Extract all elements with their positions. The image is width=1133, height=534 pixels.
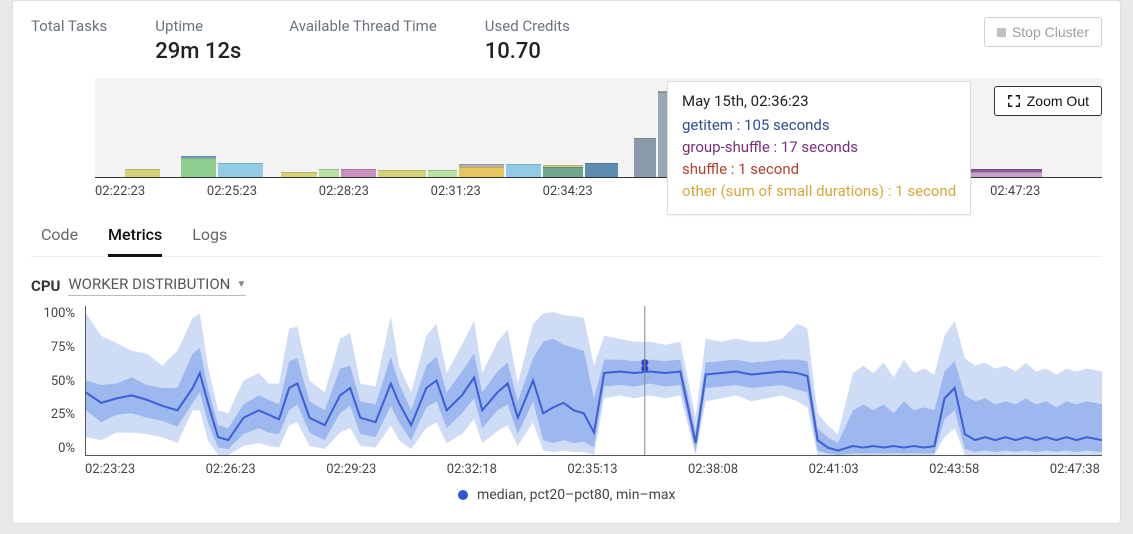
task-bar[interactable] <box>281 172 316 177</box>
section-title-strong: CPU <box>31 277 60 295</box>
chevron-down-icon: ▼ <box>236 279 246 290</box>
xtick-label: 02:26:23 <box>206 462 256 477</box>
stat-value: 10.70 <box>485 39 570 64</box>
task-chart-container: 02:22:2302:25:2302:28:2302:31:2302:34:23… <box>95 78 1102 199</box>
stat-label: Available Thread Time <box>289 17 437 35</box>
stat-total-tasks: Total Tasks <box>31 17 107 39</box>
xtick-label: 02:35:13 <box>567 462 617 477</box>
zoom-out-button[interactable]: Zoom Out <box>994 86 1102 116</box>
tab-logs[interactable]: Logs <box>192 217 227 256</box>
stat-credits: Used Credits 10.70 <box>485 17 570 64</box>
cpu-line-chart[interactable] <box>85 306 1102 456</box>
xtick-label: 02:38:08 <box>688 462 738 477</box>
task-bar[interactable] <box>585 163 617 177</box>
xtick-label: 02:22:23 <box>95 184 207 199</box>
xtick-label: 02:34:23 <box>543 184 655 199</box>
xtick-label: 02:23:23 <box>85 462 135 477</box>
stop-icon <box>997 28 1006 37</box>
task-bar[interactable] <box>181 156 216 177</box>
task-bar[interactable] <box>378 170 426 177</box>
cpu-chart-container: 100% 75% 50% 25% 0% <box>31 306 1102 456</box>
xtick-label: 02:47:38 <box>1050 462 1100 477</box>
button-label: Zoom Out <box>1027 93 1089 109</box>
xtick-label: 02:31:23 <box>431 184 543 199</box>
tab-bar: Code Metrics Logs <box>31 217 1102 257</box>
ytick-label: 0% <box>31 441 75 456</box>
stat-label: Total Tasks <box>31 17 107 35</box>
select-label: WORKER DISTRIBUTION <box>68 275 230 293</box>
tooltip-row: group-shuffle : 17 seconds <box>682 138 956 156</box>
stats-bar: Total Tasks Uptime 29m 12s Available Thr… <box>31 17 1102 64</box>
tooltip-title: May 15th, 02:36:23 <box>682 92 956 110</box>
cpu-legend: median, pct20–pct80, min–max <box>31 487 1102 503</box>
stop-cluster-button[interactable]: Stop Cluster <box>984 17 1102 47</box>
stat-thread-time: Available Thread Time <box>289 17 437 39</box>
xtick-label: 02:28:23 <box>319 184 431 199</box>
legend-text: median, pct20–pct80, min–max <box>477 487 675 503</box>
cpu-xaxis: 02:23:23 02:26:23 02:29:23 02:32:18 02:35:13… <box>85 462 1102 477</box>
xtick-label: 02:29:23 <box>326 462 376 477</box>
xtick-label: 02:32:18 <box>447 462 497 477</box>
task-bar[interactable] <box>634 138 656 177</box>
task-bar[interactable] <box>543 165 583 177</box>
tooltip-row: getitem : 105 seconds <box>682 116 956 134</box>
task-bar[interactable] <box>218 163 263 177</box>
tooltip-row: shuffle : 1 second <box>682 160 956 178</box>
tooltip-row: other (sum of small durations) : 1 secon… <box>682 182 956 200</box>
expand-icon <box>1007 94 1021 108</box>
xtick-label: 02:43:58 <box>929 462 979 477</box>
button-label: Stop Cluster <box>1012 24 1089 40</box>
task-bar[interactable] <box>428 170 456 177</box>
stat-label: Used Credits <box>485 17 570 35</box>
xtick-label: 02:47:23 <box>990 184 1102 199</box>
distribution-select[interactable]: WORKER DISTRIBUTION ▼ <box>68 275 246 296</box>
dashboard-panel: Total Tasks Uptime 29m 12s Available Thr… <box>12 0 1121 524</box>
stat-label: Uptime <box>155 17 241 35</box>
cpu-section-header: CPU WORKER DISTRIBUTION ▼ <box>31 275 1102 296</box>
stat-uptime: Uptime 29m 12s <box>155 17 241 64</box>
task-bar[interactable] <box>459 164 504 177</box>
task-bar[interactable] <box>341 169 376 178</box>
xtick-label: 02:41:03 <box>809 462 859 477</box>
legend-marker-icon <box>458 490 468 500</box>
task-bar[interactable] <box>319 169 339 177</box>
task-bar[interactable] <box>966 169 1042 177</box>
tab-metrics[interactable]: Metrics <box>108 217 162 257</box>
xtick-label: 02:25:23 <box>207 184 319 199</box>
ytick-label: 75% <box>31 340 75 355</box>
cpu-yaxis: 100% 75% 50% 25% 0% <box>31 306 81 456</box>
ytick-label: 50% <box>31 374 75 389</box>
tab-code[interactable]: Code <box>41 217 78 256</box>
task-bar[interactable] <box>125 169 160 178</box>
ytick-label: 100% <box>31 306 75 321</box>
stat-value: 29m 12s <box>155 39 241 64</box>
ytick-label: 25% <box>31 407 75 422</box>
task-tooltip: May 15th, 02:36:23 getitem : 105 seconds… <box>667 81 971 215</box>
task-bar[interactable] <box>506 164 541 177</box>
